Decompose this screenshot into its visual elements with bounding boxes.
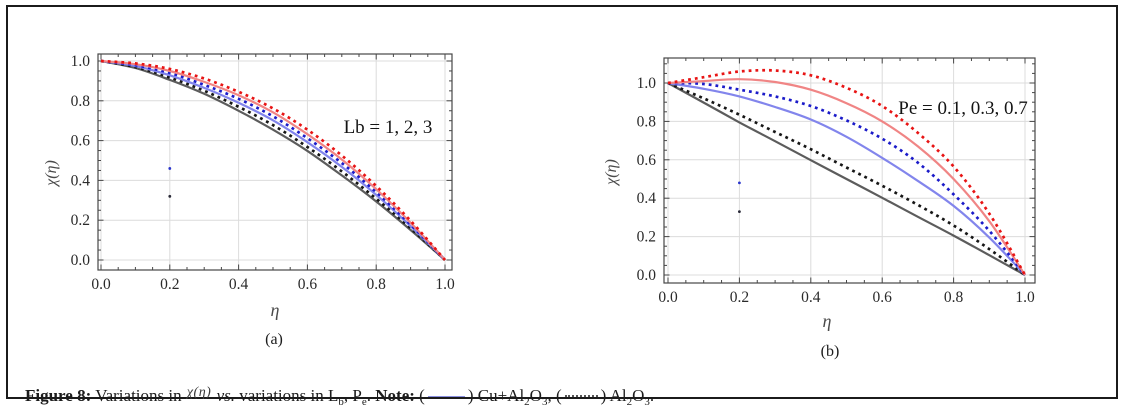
panel-b-chart: 0.0 0.2 0.4 0.6 0.8 1.0 0.0 0.2 0.4 0.6 0.8 1.0 Pe =… [603, 57, 1036, 360]
x-tick-label: 0.2 [730, 289, 749, 306]
x-tick-label: 1.0 [1015, 289, 1035, 306]
parameter-annotation: Lb = 1, 2, 3 [344, 117, 433, 138]
y-tick-label: 0.4 [71, 172, 91, 189]
caption-part-normal: , ( [547, 386, 562, 405]
x-tick-label: 0.8 [367, 276, 387, 293]
x-tick-label: 0.6 [873, 289, 893, 306]
panel-a-chart: 0.0 0.2 0.4 0.6 0.8 1.0 0.0 0.2 0.4 0.6 0.8 1.0 Lb =… [43, 53, 455, 348]
curve-al2o3-pe-0-3- [667, 81, 1027, 276]
curve-al2o3-pe-0-1- [667, 81, 1026, 277]
y-tick-label: 0.2 [637, 229, 656, 246]
y-axis-label: χ(η) [603, 159, 620, 187]
x-tick-label: 0.4 [801, 289, 821, 306]
x-axis-label: η [823, 311, 832, 331]
caption-part-bold: Figure 8: [25, 386, 92, 405]
x-tick-label: 0.4 [229, 276, 249, 293]
x-axis-label: η [271, 300, 280, 320]
panel-label: (b) [821, 343, 840, 360]
caption-part-sub: b [338, 396, 344, 408]
caption-part-solid_line [427, 396, 465, 397]
caption-part-normal: O [529, 386, 542, 405]
curve-cu-al2o3-pe-0-1- [667, 82, 1026, 276]
curve-al2o3-lb-2- [100, 59, 446, 261]
caption-part-sub: 2 [524, 396, 530, 408]
x-tick-label: 1.0 [435, 276, 455, 293]
x-tick-label: 0.2 [160, 276, 179, 293]
caption-part-normal: . [649, 386, 655, 405]
y-tick-label: 1.0 [637, 75, 657, 92]
curve-al2o3-lb-3- [100, 59, 447, 261]
x-tick-label: 0.8 [944, 289, 964, 306]
plot-frame [97, 53, 453, 271]
y-axis-label: χ(η) [43, 160, 60, 188]
stray-point [168, 194, 172, 198]
caption-part-normal: ( [414, 386, 425, 405]
y-tick-label: 0.4 [637, 190, 657, 207]
caption-part-normal: . [366, 386, 376, 405]
caption-part-normal: , P [343, 386, 362, 405]
curve-cu-al2o3-lb-1- [100, 59, 446, 261]
y-tick-label: 0.6 [637, 152, 657, 169]
y-tick-label: 0.0 [71, 252, 91, 269]
caption-part-normal: variations in L [234, 386, 339, 405]
figure-border [6, 5, 1118, 399]
curve-cu-al2o3-pe-0-7- [667, 78, 1026, 276]
curve-al2o3-lb-1- [100, 59, 446, 261]
caption-part-normal: ) Al [600, 386, 627, 405]
panel-label: (a) [265, 331, 283, 348]
stray-point [738, 210, 741, 214]
caption-part-italic: vs. [212, 386, 235, 405]
curve-al2o3-pe-0-7- [667, 68, 1027, 276]
y-tick-label: 0.6 [71, 133, 91, 150]
x-tick-label: 0.0 [91, 276, 111, 293]
caption-part-normal: Variations in [91, 386, 186, 405]
y-tick-label: 0.8 [637, 113, 657, 130]
y-tick-label: 0.8 [71, 93, 91, 110]
curve-cu-al2o3-pe-0-3- [667, 81, 1026, 276]
caption-part-sub: e [361, 396, 367, 408]
caption-part-formula: χ(η) [186, 385, 212, 400]
stray-point [168, 167, 172, 170]
caption-part-normal: O [632, 386, 645, 405]
x-tick-label: 0.6 [298, 276, 318, 293]
caption-part-dashed_line [564, 395, 598, 397]
caption-part-sub: 2 [626, 396, 633, 408]
y-tick-label: 0.2 [71, 212, 90, 229]
plot-frame [663, 57, 1036, 284]
parameter-annotation: Pe = 0.1, 0.3, 0.7 [898, 98, 1027, 119]
curve-cu-al2o3-lb-3- [100, 59, 446, 261]
x-tick-label: 0.0 [658, 289, 678, 306]
stray-point [738, 181, 741, 185]
caption-part-bold: Note: [375, 386, 415, 405]
caption-part-sub: 3 [541, 396, 548, 408]
y-tick-label: 1.0 [71, 53, 91, 70]
figure-caption: Figure 8: Variations in χ(η) vs. variati… [25, 385, 1085, 408]
caption-part-sub: 3 [644, 396, 650, 408]
y-tick-label: 0.0 [637, 267, 657, 284]
curve-cu-al2o3-lb-2- [100, 59, 446, 261]
caption-part-normal: ) Cu+Al [467, 386, 525, 405]
